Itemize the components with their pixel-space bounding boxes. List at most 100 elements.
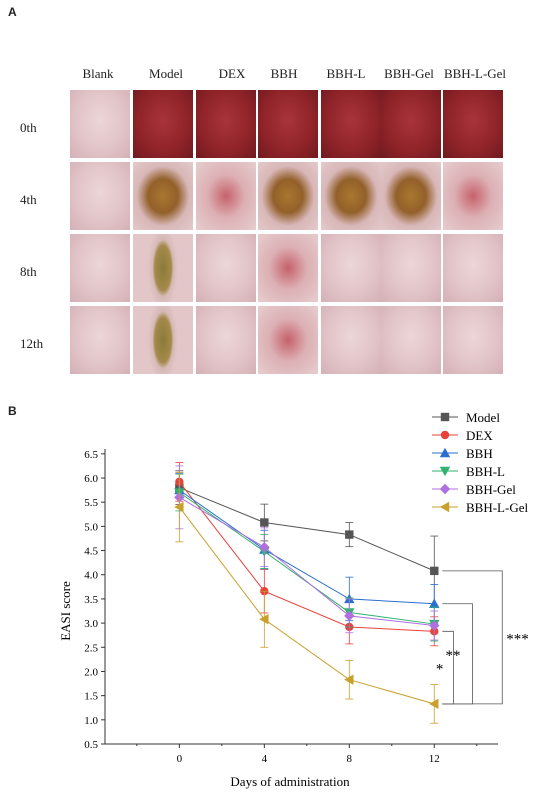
- y-tick-label: 3.0: [84, 618, 98, 630]
- series-model: [175, 470, 439, 607]
- skin-photo-model-12th: [133, 306, 193, 374]
- y-tick-label: 1.5: [84, 691, 98, 703]
- row-label-8th: 8th: [20, 264, 37, 279]
- series-bbh-l-gel: [174, 471, 439, 724]
- column-label-blank: Blank: [82, 66, 114, 81]
- significance-annotations: ******: [436, 570, 529, 705]
- legend-marker: [439, 447, 451, 458]
- series-line-bbh: [179, 489, 435, 605]
- row-label-12th: 12th: [20, 336, 44, 351]
- legend-item-bbh-l: BBH-L: [432, 464, 505, 479]
- x-tick-label: 4: [262, 753, 268, 765]
- significance-bracket: ***: [442, 570, 529, 705]
- skin-photo-bbh-gel-4th: [381, 162, 441, 230]
- bracket-line: [442, 630, 454, 705]
- skin-photo-bbh-l-gel-8th: [443, 234, 503, 302]
- legend-label: DEX: [466, 428, 493, 443]
- skin-photo-model-0th: [133, 90, 193, 158]
- y-axis-label: EASI score: [58, 581, 73, 641]
- legend-item-model: Model: [432, 410, 500, 425]
- significance-mark: ***: [506, 631, 529, 647]
- skin-photo-model-8th: [133, 234, 193, 302]
- data-point: [429, 698, 439, 710]
- legend-marker: [440, 430, 450, 440]
- legend-label: Model: [466, 410, 500, 425]
- series-bbh: [174, 472, 440, 624]
- data-point: [344, 610, 355, 622]
- skin-photo-bbh-l-0th: [321, 90, 381, 158]
- skin-photo-blank-4th: [70, 162, 130, 230]
- y-tick-label: 4.5: [84, 546, 98, 558]
- skin-photo-bbh-l-gel-0th: [443, 90, 503, 158]
- series-line-dex: [178, 481, 435, 632]
- legend-label: BBH-L: [466, 464, 505, 479]
- x-tick-label: 12: [429, 753, 440, 765]
- easi-line-chart: 0.5 1.0 1.5 2.0 2.5 3.0 3.5 4.0 4.5 5.0 5.5 6.0 6.5 0…: [58, 410, 529, 789]
- y-tick-label: 5.0: [84, 521, 98, 533]
- skin-photo-blank-8th: [70, 234, 130, 302]
- legend-item-bbh-gel: BBH-Gel: [432, 482, 516, 497]
- legend-marker: [439, 501, 450, 513]
- data-point: [259, 541, 270, 553]
- data-point: [259, 614, 269, 625]
- skin-photo-bbh-12th: [258, 306, 318, 374]
- y-tick-label: 0.5: [84, 739, 98, 751]
- y-tick-label: 1.0: [84, 715, 98, 727]
- x-tick-label: 8: [347, 753, 353, 765]
- chart-legend: Model DEX BBH BBH-L BBH-Gel BBH-L-Gel: [432, 410, 528, 515]
- data-point: [260, 518, 269, 527]
- y-tick-label: 5.5: [84, 497, 98, 509]
- data-point: [430, 566, 439, 576]
- bracket-line: [442, 570, 503, 705]
- column-label-bbh-l: BBH-L: [326, 66, 366, 81]
- significance-bracket: *: [436, 630, 454, 705]
- skin-photo-dex-0th: [196, 90, 256, 158]
- chart-axes: 0.5 1.0 1.5 2.0 2.5 3.0 3.5 4.0 4.5 5.0 5.5 6.0 6.5 0…: [84, 449, 498, 765]
- column-label-bbh-gel: BBH-Gel: [384, 66, 434, 81]
- series-line-bbh-l-gel: [178, 506, 435, 705]
- skin-photo-bbh-gel-8th: [381, 234, 441, 302]
- column-label-dex: DEX: [218, 66, 246, 81]
- skin-photo-bbh-l-gel-12th: [443, 306, 503, 374]
- series-line-bbh-gel: [179, 496, 435, 627]
- legend-label: BBH: [466, 446, 493, 461]
- legend-item-bbh: BBH: [432, 446, 493, 461]
- skin-photo-bbh-l-gel-4th: [443, 162, 503, 230]
- panel-a-label: A: [8, 5, 17, 19]
- skin-photo-bbh-0th: [258, 90, 318, 158]
- skin-photo-model-4th: [133, 162, 193, 230]
- skin-photo-dex-12th: [196, 306, 256, 374]
- skin-photo-bbh-8th: [258, 234, 318, 302]
- y-tick-label: 3.5: [84, 594, 98, 606]
- column-label-model: Model: [149, 66, 183, 81]
- data-point: [345, 530, 354, 539]
- significance-bracket: **: [442, 603, 473, 705]
- skin-photo-dex-8th: [196, 234, 256, 302]
- skin-photo-bbh-l-12th: [321, 306, 381, 374]
- skin-photo-bbh-l-8th: [321, 234, 381, 302]
- skin-photo-bbh-4th: [258, 162, 318, 230]
- legend-marker: [440, 412, 450, 422]
- column-label-bbh: BBH: [270, 66, 298, 81]
- legend-marker: [439, 483, 451, 495]
- skin-photo-dex-4th: [196, 162, 256, 230]
- significance-mark: **: [446, 648, 461, 664]
- legend-label: BBH-L-Gel: [466, 500, 528, 515]
- x-tick-label: 0: [177, 753, 183, 765]
- skin-photo-bbh-gel-0th: [381, 90, 441, 158]
- legend-marker: [439, 466, 451, 477]
- y-tick-label: 2.0: [84, 666, 98, 678]
- y-tick-label: 4.0: [84, 570, 98, 582]
- row-label-0th: 0th: [20, 120, 37, 135]
- skin-photo-bbh-l-4th: [321, 162, 381, 230]
- legend-item-dex: DEX: [432, 428, 493, 443]
- y-tick-label: 2.5: [84, 642, 98, 654]
- skin-photo-blank-0th: [70, 90, 130, 158]
- significance-mark: *: [436, 662, 444, 678]
- y-tick-label: 6.0: [84, 473, 98, 485]
- data-point: [174, 501, 184, 513]
- row-label-4th: 4th: [20, 192, 37, 207]
- series-layer: [174, 462, 440, 724]
- data-point: [429, 598, 440, 608]
- legend-label: BBH-Gel: [466, 482, 516, 497]
